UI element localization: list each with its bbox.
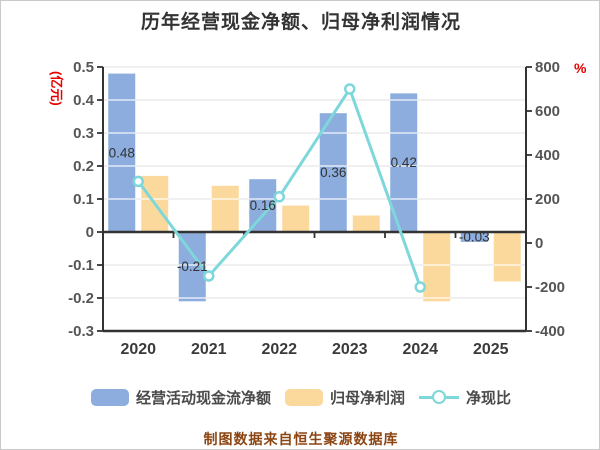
chart-caption: 制图数据来自恒生聚源数据库 [203, 431, 399, 447]
bar [460, 232, 488, 242]
bar-value-label: -0.03 [459, 229, 490, 244]
legend-item-cash-ratio[interactable]: 净现比 [419, 387, 511, 408]
x-axis-label: 2021 [191, 341, 227, 358]
line-marker [344, 83, 356, 95]
right-tick-label: 200 [535, 191, 560, 208]
legend-item-net-profit[interactable]: 归母净利润 [284, 387, 405, 408]
x-axis-label: 2024 [402, 341, 438, 358]
line-marker [203, 270, 215, 282]
right-tick-label: -400 [535, 323, 565, 340]
bar-value-label: 0.48 [109, 145, 135, 160]
bar-value-label: 0.36 [320, 165, 346, 180]
chart-canvas: 0.5 0.4 0.3 0.2 0.1 0 -0.1 -0.2 -0.3 800 600 400 200… [49, 59, 587, 358]
cash-swatch-icon [90, 389, 129, 406]
legend-label-net-profit: 归母净利润 [329, 390, 405, 407]
profit-swatch-icon [284, 389, 323, 406]
ratio-line-marker-icon [432, 390, 446, 404]
bar-value-label: 0.16 [250, 198, 276, 213]
left-tick-label: 0.1 [73, 191, 94, 208]
left-tick-label: 0.5 [73, 59, 94, 76]
right-axis-unit: % [574, 60, 587, 76]
bar [423, 232, 451, 302]
left-tick-label: -0.3 [68, 323, 94, 340]
x-axis-label: 2025 [473, 341, 509, 358]
left-tick-label: 0.4 [73, 92, 95, 109]
bar [211, 185, 239, 232]
left-tick-label: -0.2 [68, 290, 94, 307]
right-tick-label: 400 [535, 147, 560, 164]
ratio-line-icon [419, 389, 459, 406]
legend-label-cash-ratio: 净现比 [466, 390, 512, 407]
right-tick-label: 0 [535, 235, 543, 252]
line-marker [273, 191, 285, 203]
line-marker [414, 281, 426, 293]
chart-legend: 经营活动现金流净额 归母净利润 净现比 [1, 387, 599, 408]
right-tick-label: -200 [535, 279, 565, 296]
legend-label-operating-cash: 经营活动现金流净额 [135, 390, 271, 407]
legend-item-operating-cash[interactable]: 经营活动现金流净额 [90, 387, 271, 408]
bar [352, 215, 380, 232]
right-tick-label: 600 [535, 103, 560, 120]
x-axis-label: 2020 [120, 341, 156, 358]
left-tick-label: 0.3 [73, 125, 94, 142]
x-axis-label: 2023 [332, 341, 368, 358]
page-title: 历年经营现金净额、归母净利润情况 [140, 12, 461, 33]
bar-value-label: -0.21 [177, 259, 208, 274]
bar-value-label: 0.42 [391, 155, 417, 170]
left-tick-label: -0.1 [68, 257, 94, 274]
left-axis-unit: (亿元) [49, 71, 64, 106]
bar [493, 232, 521, 282]
bar [282, 205, 310, 232]
left-tick-label: 0.2 [73, 158, 94, 175]
line-marker [132, 175, 144, 188]
left-tick-label: 0 [86, 224, 94, 241]
x-axis-label: 2022 [261, 341, 297, 358]
right-tick-label: 800 [535, 59, 560, 76]
bar [390, 93, 418, 233]
